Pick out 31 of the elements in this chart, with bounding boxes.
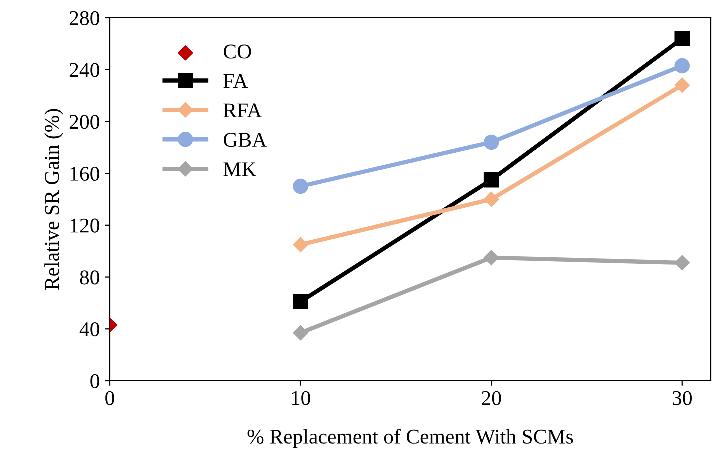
- y-tick-label: 120: [70, 218, 100, 233]
- x-tick-label: 30: [672, 391, 692, 406]
- y-tick-label: 80: [80, 270, 100, 285]
- y-tick-label: 280: [70, 11, 100, 26]
- y-axis-title: Relative SR Gain (%): [44, 109, 64, 290]
- x-axis-title: % Replacement of Cement With SCMs: [248, 429, 574, 448]
- y-tick-label: 240: [70, 63, 100, 78]
- point: [293, 294, 308, 310]
- y-tick-label: 200: [70, 115, 100, 130]
- point: [674, 255, 690, 271]
- legend-label: GBA: [224, 133, 267, 148]
- point: [484, 192, 500, 208]
- point: [674, 58, 690, 74]
- point: [484, 134, 500, 150]
- x-tick-label: 10: [292, 391, 310, 406]
- legend-label: FA: [224, 74, 248, 88]
- y-tick-label: 40: [80, 322, 100, 337]
- point: [293, 237, 308, 252]
- x-tick-label: 0: [106, 391, 114, 406]
- point: [293, 325, 308, 341]
- point: [674, 31, 690, 46]
- point: [484, 250, 500, 266]
- point: [484, 172, 500, 188]
- point: [293, 178, 308, 194]
- y-tick-label: 160: [70, 166, 100, 182]
- legend-label: MK: [224, 162, 256, 176]
- x-tick-label: 20: [482, 391, 502, 406]
- legend-label: CO: [224, 44, 252, 59]
- point: [674, 78, 690, 93]
- legend-label: RFA: [224, 104, 262, 118]
- y-tick-label: 0: [90, 374, 100, 388]
